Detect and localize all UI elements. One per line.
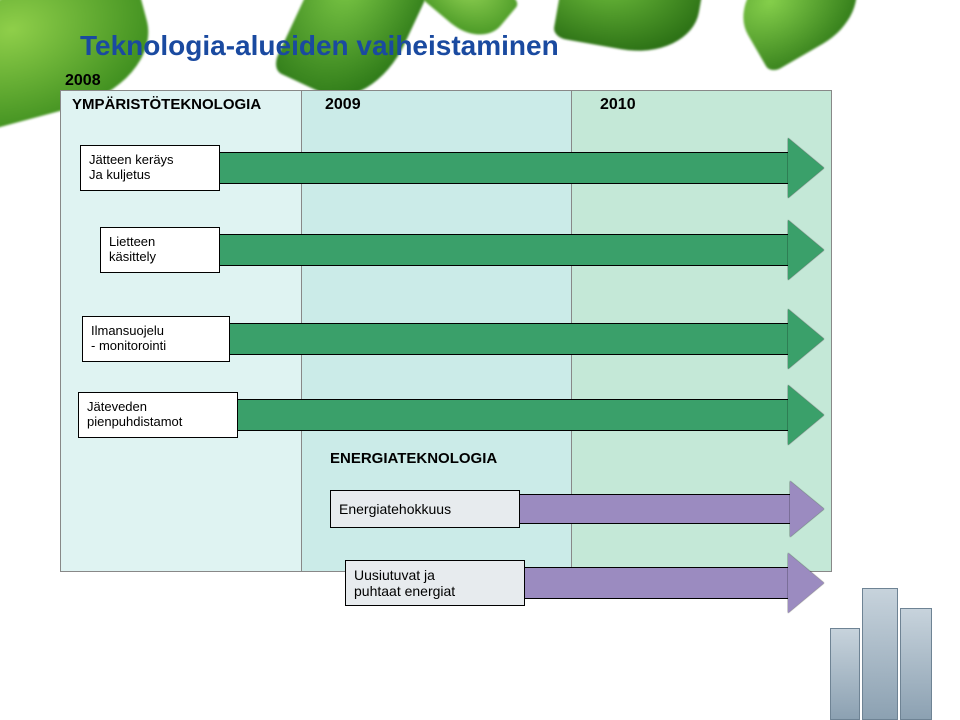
purple-arrow	[525, 567, 788, 599]
item-label: Lietteen käsittely	[109, 235, 211, 265]
year-label: 2009	[325, 96, 361, 114]
item-box: Lietteen käsittely	[100, 227, 220, 273]
green-arrow-head	[788, 309, 824, 369]
item-box: Ilmansuojelu - monitorointi	[82, 316, 230, 362]
item-box: Energiatehokkuus	[330, 490, 520, 528]
leaf-decor	[552, 0, 707, 61]
purple-arrow-head	[788, 553, 824, 613]
item-label: Uusiutuvat ja puhtaat energiat	[354, 567, 516, 599]
green-arrow-head	[788, 138, 824, 198]
item-label: Jätteen keräys Ja kuljetus	[89, 153, 211, 183]
item-box: Jätteen keräys Ja kuljetus	[80, 145, 220, 191]
item-box: Jäteveden pienpuhdistamot	[78, 392, 238, 438]
purple-arrow-head	[790, 481, 824, 537]
green-arrow-head	[788, 220, 824, 280]
item-label: Energiatehokkuus	[339, 501, 511, 517]
item-label: Ilmansuojelu - monitorointi	[91, 324, 221, 354]
title-text: Teknologia-alueiden vaiheistaminen	[80, 30, 559, 61]
item-label: Jäteveden pienpuhdistamot	[87, 400, 229, 430]
page-title: Teknologia-alueiden vaiheistaminen	[80, 30, 559, 62]
green-arrow	[220, 234, 788, 266]
section-header-ymparisto: YMPÄRISTÖTEKNOLOGIA	[72, 96, 261, 113]
section-header-energia: ENERGIATEKNOLOGIA	[330, 450, 497, 467]
buildings-decor	[820, 580, 950, 720]
green-arrow	[238, 399, 788, 431]
green-arrow	[220, 152, 788, 184]
green-arrow	[230, 323, 788, 355]
green-arrow-head	[788, 385, 824, 445]
year-label: 2008	[65, 72, 101, 90]
item-box: Uusiutuvat ja puhtaat energiat	[345, 560, 525, 606]
leaf-decor	[726, 0, 875, 74]
year-label: 2010	[600, 96, 636, 114]
purple-arrow	[520, 494, 790, 524]
